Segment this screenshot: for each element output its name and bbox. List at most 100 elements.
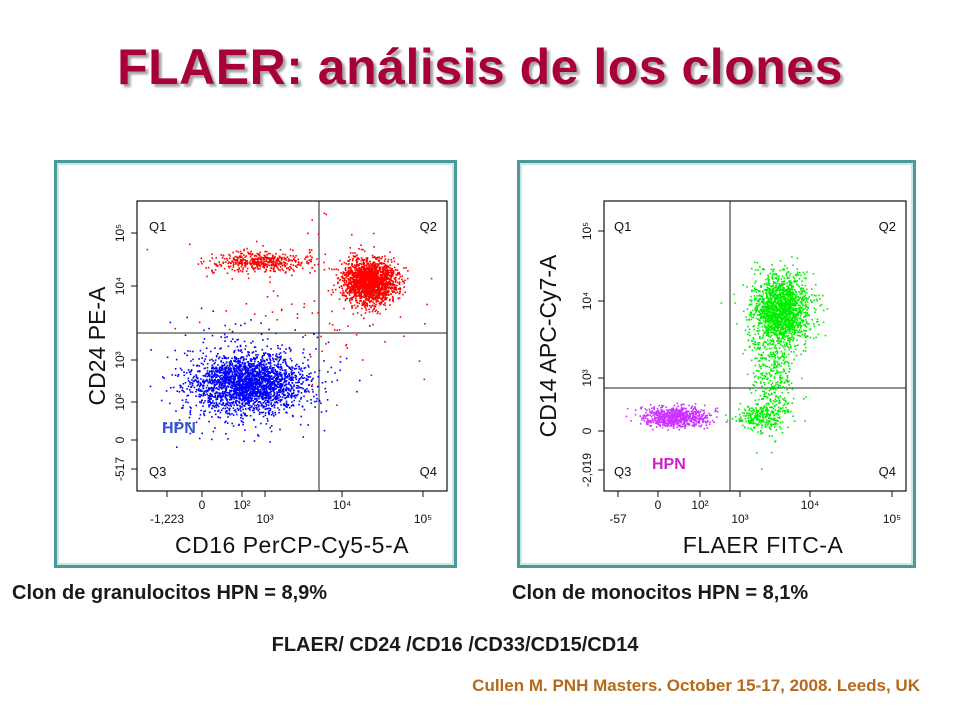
data-point xyxy=(176,390,179,392)
data-point xyxy=(247,382,249,384)
data-point xyxy=(221,388,223,390)
data-point xyxy=(270,430,273,433)
data-point xyxy=(250,382,252,384)
data-point xyxy=(242,397,244,400)
data-point xyxy=(352,296,355,299)
data-point xyxy=(358,288,361,291)
data-point xyxy=(395,289,398,291)
data-point xyxy=(268,261,271,264)
data-point xyxy=(368,280,370,282)
data-point xyxy=(190,370,193,372)
data-point xyxy=(297,393,299,396)
data-point xyxy=(275,401,277,404)
data-point xyxy=(232,375,235,377)
data-point xyxy=(227,382,229,385)
data-point xyxy=(361,304,363,306)
data-point xyxy=(369,285,371,287)
data-point xyxy=(386,270,389,272)
data-point xyxy=(228,328,231,331)
data-point xyxy=(295,259,297,262)
data-point xyxy=(358,279,360,281)
data-point xyxy=(270,264,273,267)
data-point xyxy=(270,369,273,371)
data-point xyxy=(353,304,356,307)
data-point xyxy=(250,372,253,375)
data-point xyxy=(226,407,228,409)
data-point xyxy=(345,262,347,265)
data-point xyxy=(249,252,252,255)
data-point xyxy=(229,385,232,388)
data-point xyxy=(339,369,341,372)
data-point xyxy=(292,258,295,261)
data-point xyxy=(343,294,346,296)
data-point xyxy=(283,385,286,387)
data-point xyxy=(368,293,370,296)
data-point xyxy=(364,250,366,253)
data-point xyxy=(368,281,371,283)
data-point xyxy=(295,375,298,378)
data-point xyxy=(292,403,294,406)
data-point xyxy=(269,270,272,272)
data-point xyxy=(260,395,263,398)
data-point xyxy=(215,263,218,266)
data-point xyxy=(240,410,242,412)
data-point xyxy=(239,344,242,347)
data-point xyxy=(254,263,256,265)
data-point xyxy=(355,284,357,286)
data-point xyxy=(374,280,376,283)
data-point xyxy=(294,376,297,379)
data-point xyxy=(245,383,248,385)
data-point xyxy=(330,366,333,369)
data-point xyxy=(242,398,244,401)
data-point xyxy=(384,287,386,290)
data-point xyxy=(392,284,394,286)
data-point xyxy=(272,255,274,258)
data-point xyxy=(165,422,167,425)
data-point xyxy=(379,280,381,283)
data-point xyxy=(248,375,251,378)
data-point xyxy=(358,295,360,297)
data-point xyxy=(251,405,253,407)
data-point xyxy=(390,274,392,277)
data-point xyxy=(279,249,282,251)
data-point xyxy=(378,276,380,279)
data-point xyxy=(250,397,252,399)
data-point xyxy=(343,280,345,283)
data-point xyxy=(233,392,235,395)
data-point xyxy=(195,421,198,424)
data-point xyxy=(363,262,365,265)
data-point xyxy=(384,278,387,280)
data-point xyxy=(234,371,236,374)
data-point xyxy=(313,395,315,398)
data-point xyxy=(387,269,390,272)
data-point xyxy=(345,297,348,299)
data-point xyxy=(183,391,185,393)
data-point xyxy=(177,375,179,377)
data-point xyxy=(268,380,270,382)
data-point xyxy=(275,384,277,386)
data-point xyxy=(374,284,376,287)
data-point xyxy=(252,390,255,393)
data-point xyxy=(360,314,363,316)
data-point xyxy=(256,262,258,265)
data-point xyxy=(266,404,268,406)
data-point xyxy=(234,400,237,402)
data-point xyxy=(207,401,209,403)
data-point xyxy=(219,411,222,414)
data-point xyxy=(263,373,266,375)
data-point xyxy=(187,385,190,388)
data-point xyxy=(277,267,279,270)
data-point xyxy=(379,271,382,273)
data-point xyxy=(399,287,402,290)
data-point xyxy=(269,383,271,385)
data-point xyxy=(366,266,369,269)
data-point xyxy=(373,246,375,248)
data-point xyxy=(367,292,370,294)
data-point xyxy=(280,308,283,311)
data-point xyxy=(378,266,381,268)
data-point xyxy=(270,396,272,399)
data-point xyxy=(388,290,390,293)
data-point xyxy=(363,267,365,269)
data-point xyxy=(258,364,261,367)
data-point xyxy=(181,389,183,392)
